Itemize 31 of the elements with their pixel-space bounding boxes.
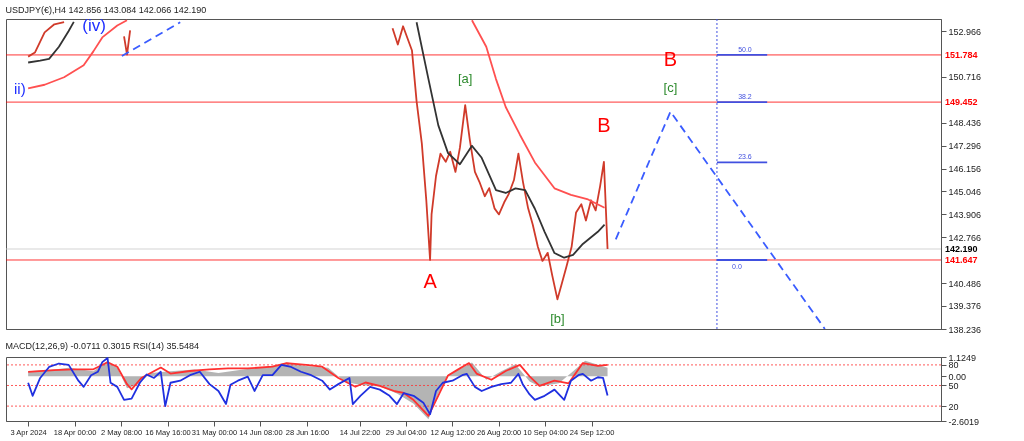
ref-line-label: 141.647 (945, 255, 978, 265)
annotation: [a] (457, 71, 473, 87)
y-tick-label: 152.966 (948, 26, 982, 37)
y2-tick-label: 1.1249 (948, 352, 977, 363)
annotation: [c] (663, 79, 678, 95)
ref-line-label: 151.784 (945, 49, 978, 60)
chart-title: MACD(12,26,9) -0.0711 0.3015 RSI(14) 35.5484 (5, 341, 200, 351)
y-tick-label: 145.046 (948, 186, 982, 197)
y-tick-label: 143.906 (948, 209, 982, 220)
annotation: A (423, 269, 438, 292)
y-tick-label: 150.716 (948, 72, 982, 83)
y-tick-label: 139.376 (948, 301, 982, 312)
y-tick-label: 138.236 (948, 324, 982, 335)
annotation: ii) (14, 80, 26, 97)
annotation: B (597, 113, 611, 136)
y2-tick-label: -2.6019 (948, 416, 980, 427)
y-tick-label: 142.766 (948, 232, 982, 243)
annotation: B (663, 47, 678, 70)
y2-tick-label: 0.00 (948, 371, 967, 382)
y-tick-label: 146.156 (948, 164, 982, 175)
y-tick-label: 20 (948, 401, 959, 412)
annotation: [b] (550, 311, 565, 327)
ref-line-label: 142.190 (945, 244, 978, 255)
annotation: (iv) (82, 16, 106, 36)
y-tick-label: 80 (948, 360, 959, 371)
y-tick-label: 140.486 (948, 278, 982, 289)
ref-line-label: 149.452 (945, 97, 978, 108)
y-tick-label: 148.436 (948, 118, 982, 129)
y-tick-label: 50 (948, 381, 959, 391)
y-tick-label: 147.296 (948, 141, 982, 152)
chart-title: USDJPY(€),H4 142.856 143.084 142.066 142.190 (5, 5, 207, 16)
